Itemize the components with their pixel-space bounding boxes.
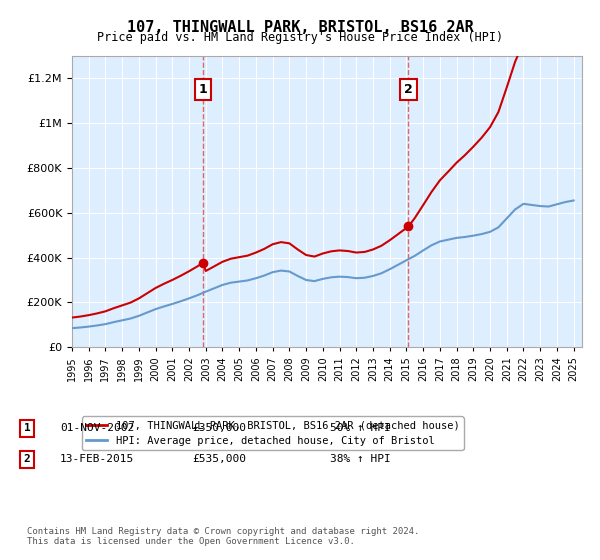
Text: 38% ↑ HPI: 38% ↑ HPI bbox=[330, 454, 391, 464]
Text: 13-FEB-2015: 13-FEB-2015 bbox=[60, 454, 134, 464]
Text: £350,000: £350,000 bbox=[192, 423, 246, 433]
Legend: 107, THINGWALL PARK, BRISTOL, BS16 2AR (detached house), HPI: Average price, det: 107, THINGWALL PARK, BRISTOL, BS16 2AR (… bbox=[82, 417, 464, 450]
Text: 01-NOV-2002: 01-NOV-2002 bbox=[60, 423, 134, 433]
Text: £535,000: £535,000 bbox=[192, 454, 246, 464]
Text: 50% ↑ HPI: 50% ↑ HPI bbox=[330, 423, 391, 433]
Text: Price paid vs. HM Land Registry's House Price Index (HPI): Price paid vs. HM Land Registry's House … bbox=[97, 31, 503, 44]
Text: 1: 1 bbox=[23, 423, 31, 433]
Text: 107, THINGWALL PARK, BRISTOL, BS16 2AR: 107, THINGWALL PARK, BRISTOL, BS16 2AR bbox=[127, 20, 473, 35]
Text: 2: 2 bbox=[404, 83, 413, 96]
Text: 1: 1 bbox=[199, 83, 208, 96]
Text: 2: 2 bbox=[23, 454, 31, 464]
Text: Contains HM Land Registry data © Crown copyright and database right 2024.
This d: Contains HM Land Registry data © Crown c… bbox=[27, 526, 419, 546]
